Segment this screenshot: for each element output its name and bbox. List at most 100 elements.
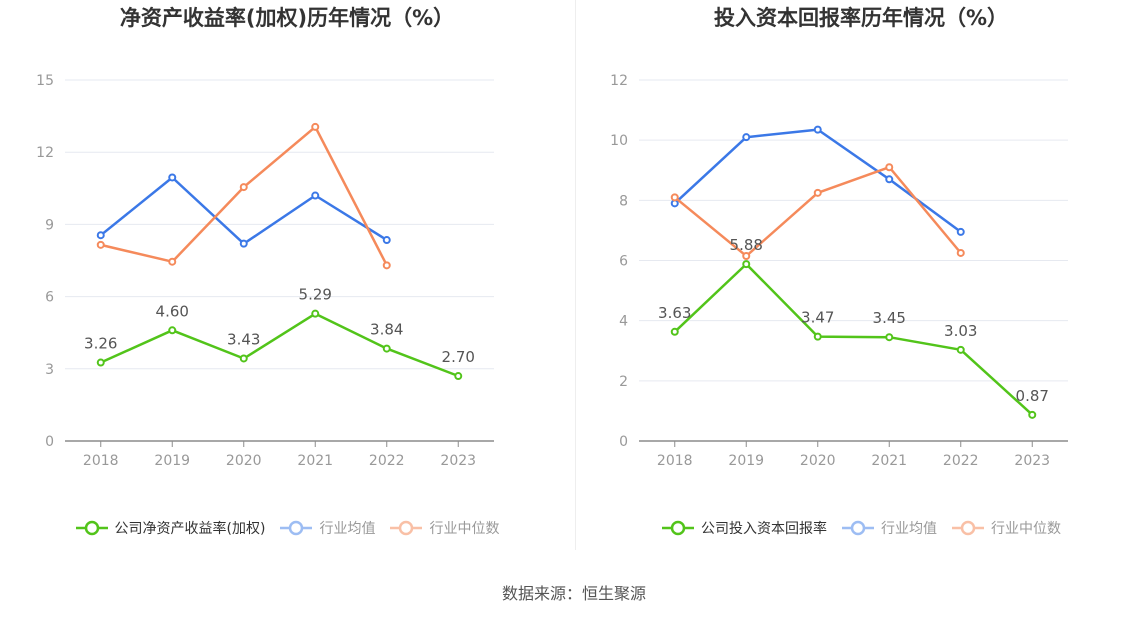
data-point bbox=[311, 122, 320, 131]
legend-item[interactable]: 公司净资产收益率(加权) bbox=[75, 518, 266, 538]
series-line bbox=[100, 312, 459, 378]
data-point bbox=[239, 183, 248, 192]
legend-item[interactable]: 行业中位数 bbox=[389, 518, 499, 538]
data-label: 4.60 bbox=[156, 302, 189, 320]
data-point bbox=[454, 372, 463, 381]
legend-line-marker-icon bbox=[842, 520, 874, 536]
y-tick-label: 2 bbox=[619, 374, 628, 390]
x-tick-label: 2018 bbox=[83, 453, 119, 469]
data-label: 0.87 bbox=[1016, 387, 1049, 405]
legend-item[interactable]: 行业均值 bbox=[841, 518, 937, 538]
data-point bbox=[239, 354, 248, 363]
legend-item[interactable]: 行业均值 bbox=[279, 518, 375, 538]
data-label: 3.45 bbox=[873, 309, 906, 327]
y-tick-label: 6 bbox=[45, 290, 54, 306]
data-point bbox=[382, 236, 391, 245]
data-point bbox=[956, 248, 965, 257]
data-point bbox=[742, 260, 751, 269]
data-point bbox=[96, 358, 105, 367]
data-label: 3.43 bbox=[227, 330, 260, 348]
data-label: 3.26 bbox=[84, 335, 117, 353]
data-point bbox=[956, 345, 965, 354]
y-tick-label: 15 bbox=[36, 73, 54, 89]
data-point bbox=[813, 125, 822, 134]
legend-label: 公司净资产收益率(加权) bbox=[114, 521, 266, 537]
series-line bbox=[673, 128, 962, 233]
x-tick-label: 2023 bbox=[440, 453, 476, 469]
roe-chart-panel: 净资产收益率(加权)历年情况（%） 0 3 6 9 12 15 2018 2019 2020 20… bbox=[0, 0, 574, 560]
data-point bbox=[885, 175, 894, 184]
y-tick-label: 10 bbox=[610, 133, 628, 149]
legend-line-marker-icon bbox=[75, 520, 108, 536]
data-point bbox=[742, 133, 751, 142]
x-tick-label: 2021 bbox=[297, 453, 333, 469]
y-tick-label: 3 bbox=[45, 362, 54, 378]
data-label: 3.84 bbox=[370, 321, 403, 339]
y-tick-label: 6 bbox=[619, 254, 628, 270]
x-tick-label: 2022 bbox=[369, 453, 405, 469]
y-tick-label: 9 bbox=[45, 217, 54, 233]
data-point bbox=[956, 227, 965, 236]
x-tick-label: 2019 bbox=[728, 453, 764, 469]
data-label: 3.63 bbox=[658, 304, 691, 322]
data-label: 2.70 bbox=[442, 348, 475, 366]
panel-divider bbox=[575, 0, 576, 550]
data-point bbox=[96, 231, 105, 240]
chart-title: 投入资本回报率历年情况（%） bbox=[713, 6, 1009, 30]
legend-item[interactable]: 行业中位数 bbox=[951, 518, 1061, 538]
data-point bbox=[96, 240, 105, 249]
data-point bbox=[239, 239, 248, 248]
legend-label: 行业均值 bbox=[319, 521, 376, 537]
legend-line-marker-icon bbox=[390, 520, 423, 536]
data-point bbox=[1028, 410, 1037, 419]
series-line bbox=[673, 262, 1034, 416]
data-point bbox=[382, 344, 391, 353]
y-tick-label: 12 bbox=[36, 145, 54, 161]
series-line bbox=[674, 165, 962, 258]
y-tick-label: 4 bbox=[619, 314, 628, 330]
data-label: 5.88 bbox=[730, 236, 763, 254]
data-point bbox=[885, 163, 894, 172]
chart-legend: 公司净资产收益率(加权) 行业均值 行业中位数 bbox=[0, 518, 574, 538]
y-tick-label: 8 bbox=[619, 193, 628, 209]
legend-item[interactable]: 公司投入资本回报率 bbox=[661, 518, 827, 538]
y-tick-label: 0 bbox=[45, 434, 54, 450]
legend-label: 公司投入资本回报率 bbox=[701, 521, 827, 537]
data-point bbox=[168, 326, 177, 335]
data-label: 5.29 bbox=[299, 286, 332, 304]
chart-legend: 公司投入资本回报率 行业均值 行业中位数 bbox=[574, 518, 1148, 538]
y-tick-label: 12 bbox=[610, 73, 628, 89]
roe-line-chart: 0 3 6 9 12 15 2018 2019 2020 2021 2022 2023 3.26 4.60… bbox=[36, 73, 494, 469]
x-tick-label: 2020 bbox=[800, 453, 836, 469]
data-point bbox=[813, 332, 822, 341]
legend-line-marker-icon bbox=[952, 520, 984, 536]
x-tick-label: 2019 bbox=[154, 453, 190, 469]
x-tick-label: 2021 bbox=[871, 453, 907, 469]
data-point bbox=[813, 188, 822, 197]
legend-label: 行业中位数 bbox=[991, 521, 1061, 537]
data-label: 3.47 bbox=[801, 309, 834, 327]
legend-label: 行业均值 bbox=[881, 521, 937, 537]
data-point bbox=[885, 333, 894, 342]
data-point bbox=[382, 261, 391, 270]
legend-line-marker-icon bbox=[662, 520, 694, 536]
data-point bbox=[311, 191, 320, 200]
data-point bbox=[742, 251, 751, 260]
legend-label: 行业中位数 bbox=[429, 521, 500, 537]
x-tick-label: 2020 bbox=[226, 453, 262, 469]
chart-title: 净资产收益率(加权)历年情况（%） bbox=[119, 6, 455, 30]
legend-line-marker-icon bbox=[280, 520, 313, 536]
x-tick-label: 2018 bbox=[657, 453, 693, 469]
y-tick-label: 0 bbox=[619, 434, 628, 450]
data-label: 3.03 bbox=[944, 322, 977, 340]
x-tick-label: 2023 bbox=[1014, 453, 1050, 469]
roic-line-chart: 0 2 4 6 8 10 12 2018 2019 2020 2021 2022 2023 3.63 5.8… bbox=[610, 73, 1068, 469]
data-point bbox=[311, 309, 320, 318]
data-source-note: 数据来源：恒生聚源 bbox=[501, 584, 646, 603]
data-point bbox=[168, 173, 177, 182]
x-tick-label: 2022 bbox=[943, 453, 979, 469]
data-point bbox=[670, 327, 679, 336]
roic-chart-panel: 投入资本回报率历年情况（%） 0 2 4 6 8 10 12 2018 2019 2020 2021… bbox=[574, 0, 1148, 560]
data-point bbox=[670, 193, 679, 202]
data-point bbox=[168, 257, 177, 266]
